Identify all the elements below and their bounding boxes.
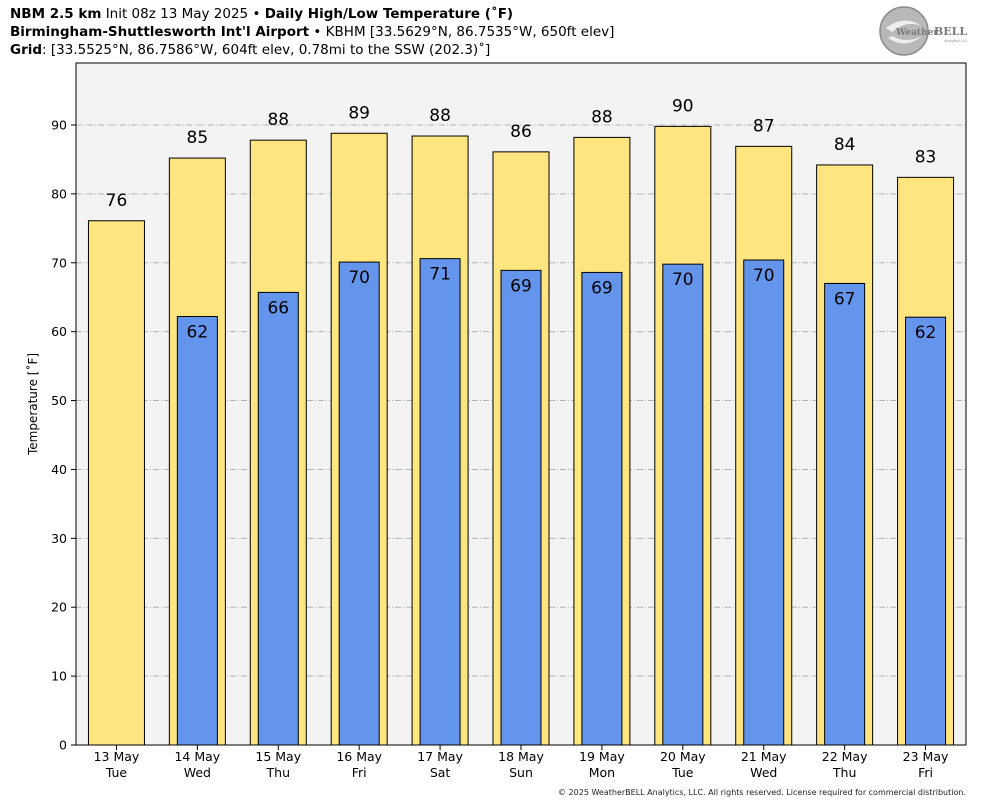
y-tick-label: 10 bbox=[51, 669, 67, 684]
logo-text-weather: Weather bbox=[895, 28, 938, 38]
low-temp-label: 71 bbox=[429, 265, 451, 285]
low-temp-label: 66 bbox=[267, 298, 289, 318]
chart-title-line: NBM 2.5 km Init 08z 13 May 2025 • Daily … bbox=[10, 5, 513, 23]
high-temp-label: 86 bbox=[510, 122, 532, 142]
station-info: KBHM [33.5629°N, 86.7535°W, 650ft elev] bbox=[325, 24, 615, 40]
bars bbox=[87, 125, 955, 746]
x-tick-day: Tue bbox=[671, 765, 694, 780]
x-tick-date: 19 May bbox=[579, 749, 625, 764]
x-tick-date: 13 May bbox=[94, 749, 140, 764]
copyright-notice: © 2025 WeatherBELL Analytics, LLC. All r… bbox=[558, 788, 966, 797]
low-temp-bar bbox=[905, 316, 947, 746]
separator-bullet: • bbox=[252, 6, 261, 22]
grid-label: Grid bbox=[10, 42, 43, 58]
x-tick-day: Fri bbox=[918, 765, 933, 780]
y-tick-label: 20 bbox=[51, 600, 67, 615]
grid-info: : [33.5525°N, 86.7586°W, 604ft elev, 0.7… bbox=[42, 42, 491, 58]
y-axis-label: Temperature [˚F] bbox=[25, 353, 40, 456]
y-tick-label: 60 bbox=[51, 324, 67, 339]
logo-text-bell: BELL bbox=[934, 25, 967, 38]
separator-bullet: • bbox=[313, 24, 322, 40]
low-temp-label: 69 bbox=[510, 276, 532, 296]
logo-swirl-icon bbox=[879, 6, 929, 56]
x-tick-date: 23 May bbox=[903, 749, 949, 764]
x-tick-day: Wed bbox=[750, 765, 777, 780]
y-tick-label: 30 bbox=[51, 531, 67, 546]
x-tick-date: 20 May bbox=[660, 749, 706, 764]
low-temp-label: 67 bbox=[834, 289, 856, 309]
low-temp-label: 62 bbox=[187, 323, 209, 343]
logo-swirl-stroke bbox=[888, 36, 922, 44]
x-tick-date: 14 May bbox=[174, 749, 220, 764]
model-name: NBM 2.5 km bbox=[10, 6, 102, 22]
high-temp-label: 83 bbox=[915, 147, 937, 167]
logo-subtext: Analytics LLC bbox=[944, 39, 968, 43]
low-temp-bar bbox=[176, 316, 218, 746]
x-tick-day: Thu bbox=[832, 765, 856, 780]
low-temp-bar bbox=[500, 269, 542, 746]
grid-line: Grid: [33.5525°N, 86.7586°W, 604ft elev,… bbox=[10, 41, 490, 59]
high-temp-label: 87 bbox=[753, 116, 775, 136]
low-temp-bar bbox=[743, 259, 785, 746]
x-tick-date: 17 May bbox=[417, 749, 463, 764]
low-temp-bar bbox=[662, 263, 704, 746]
init-time: Init 08z 13 May 2025 bbox=[105, 6, 249, 22]
plot-frame bbox=[75, 62, 967, 746]
low-temp-bar bbox=[824, 282, 866, 746]
y-tick-label: 50 bbox=[51, 393, 67, 408]
low-temp-label: 70 bbox=[348, 268, 370, 288]
low-temp-bar bbox=[419, 258, 461, 746]
x-tick-day: Fri bbox=[352, 765, 367, 780]
station-line: Birmingham-Shuttlesworth Int'l Airport •… bbox=[10, 23, 614, 41]
y-tick-label: 40 bbox=[51, 462, 67, 477]
low-temp-bar bbox=[581, 271, 623, 746]
product-name: Daily High/Low Temperature (˚F) bbox=[264, 6, 514, 22]
y-tick-label: 80 bbox=[51, 186, 67, 201]
high-temp-label: 76 bbox=[106, 191, 128, 211]
x-tick-date: 21 May bbox=[741, 749, 787, 764]
y-tick-label: 70 bbox=[51, 255, 67, 270]
high-temp-bar bbox=[87, 220, 145, 746]
x-tick-date: 16 May bbox=[336, 749, 382, 764]
high-temp-label: 85 bbox=[187, 128, 209, 148]
x-tick-day: Sun bbox=[509, 765, 533, 780]
y-tick-label: 0 bbox=[59, 738, 67, 753]
high-temp-label: 88 bbox=[267, 110, 289, 130]
logo-swirl-stroke bbox=[886, 20, 922, 32]
low-temp-label: 69 bbox=[591, 278, 613, 298]
high-temp-label: 88 bbox=[591, 107, 613, 127]
low-temp-label: 70 bbox=[672, 270, 694, 290]
low-temp-label: 70 bbox=[753, 266, 775, 286]
x-tick-date: 15 May bbox=[255, 749, 301, 764]
x-tick-day: Sat bbox=[430, 765, 451, 780]
x-tick-date: 22 May bbox=[822, 749, 868, 764]
weatherbell-logo: Weather BELL Analytics LLC bbox=[879, 6, 968, 56]
x-tick-day: Wed bbox=[184, 765, 211, 780]
y-tick-label: 90 bbox=[51, 118, 67, 133]
high-temp-label: 88 bbox=[429, 106, 451, 126]
low-temp-bar bbox=[338, 261, 380, 746]
x-tick-date: 18 May bbox=[498, 749, 544, 764]
high-temp-label: 84 bbox=[834, 135, 856, 155]
x-tick-day: Tue bbox=[105, 765, 128, 780]
x-tick-day: Mon bbox=[589, 765, 615, 780]
value-labels: 76 85 62 88 66 89 70 88 71 86 69 88 69 90 70 87 70 84 67 83… bbox=[106, 96, 937, 343]
high-temp-label: 89 bbox=[348, 103, 370, 123]
low-temp-label: 62 bbox=[915, 323, 937, 343]
station-name: Birmingham-Shuttlesworth Int'l Airport bbox=[10, 24, 310, 40]
low-temp-bar bbox=[257, 291, 299, 746]
high-temp-label: 90 bbox=[672, 96, 694, 116]
x-tick-day: Thu bbox=[266, 765, 290, 780]
